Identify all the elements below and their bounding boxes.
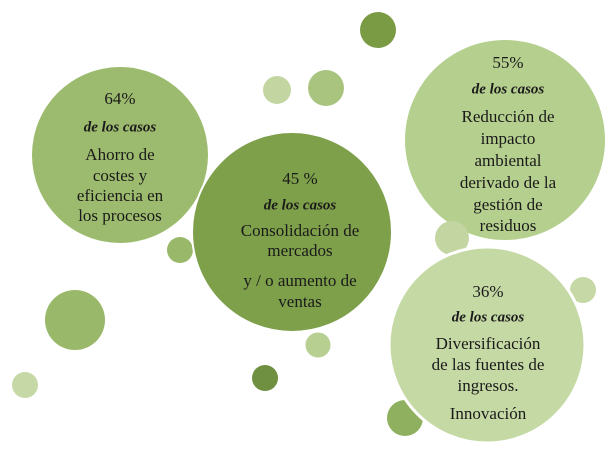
label-line: eficiencia en xyxy=(77,186,164,205)
label-line: Innovación xyxy=(450,404,527,423)
percent: 36% xyxy=(472,282,503,301)
label-line: gestión de xyxy=(473,195,542,214)
label-line: ventas xyxy=(278,292,321,311)
small-circle xyxy=(252,365,278,391)
percent: 55% xyxy=(492,53,523,72)
small-circle xyxy=(360,12,396,48)
label-line: los procesos xyxy=(78,206,162,225)
percent: 45 % xyxy=(282,169,317,188)
small-circle xyxy=(45,290,105,350)
label-line: residuos xyxy=(480,216,537,235)
label-line: y / o aumento de xyxy=(243,271,356,290)
label-line: ingresos. xyxy=(458,376,519,395)
label-line: Consolidación de xyxy=(241,221,360,240)
label-line: derivado de la xyxy=(460,173,557,192)
small-circle xyxy=(570,277,596,303)
label-line: impacto xyxy=(481,129,536,148)
label-line: Diversificación xyxy=(436,334,541,353)
subtitle: de los casos xyxy=(472,81,545,97)
small-circle xyxy=(167,237,193,263)
label-line: ambiental xyxy=(474,151,541,170)
decor-circles xyxy=(12,12,596,436)
subtitle: de los casos xyxy=(452,309,525,325)
small-circle xyxy=(12,372,38,398)
percent: 64% xyxy=(104,89,135,108)
subtitle: de los casos xyxy=(264,197,337,213)
small-circle xyxy=(302,329,334,361)
label-line: Ahorro de xyxy=(85,145,154,164)
label-line: mercados xyxy=(267,241,332,260)
small-circle xyxy=(263,76,291,104)
small-circle xyxy=(435,221,469,255)
bubble xyxy=(387,245,587,445)
bubble xyxy=(32,67,208,243)
small-circle xyxy=(308,70,344,106)
label-line: costes y xyxy=(93,166,148,185)
subtitle: de los casos xyxy=(84,119,157,135)
bubble xyxy=(191,131,393,333)
label-line: Reducción de xyxy=(462,107,555,126)
bubble xyxy=(405,40,605,240)
label-line: de las fuentes de xyxy=(432,355,545,374)
